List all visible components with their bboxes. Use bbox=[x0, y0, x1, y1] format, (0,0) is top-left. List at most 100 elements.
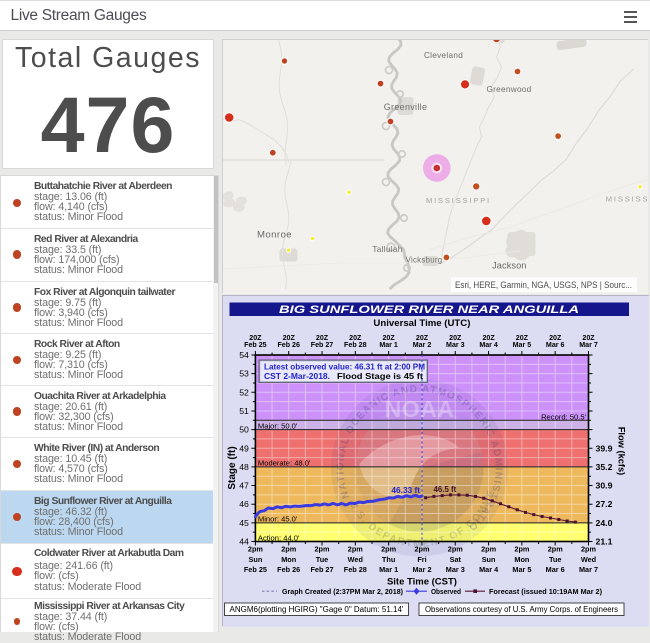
svg-text:Mar 4: Mar 4 bbox=[479, 565, 499, 574]
svg-text:27.2: 27.2 bbox=[595, 499, 612, 509]
svg-text:20Z: 20Z bbox=[315, 334, 328, 342]
svg-text:Mar 7: Mar 7 bbox=[578, 565, 597, 574]
svg-text:Mar 1: Mar 1 bbox=[379, 565, 398, 574]
svg-text:20Z: 20Z bbox=[415, 334, 428, 342]
svg-text:MISSISS: MISSISS bbox=[606, 194, 648, 203]
svg-text:39.9: 39.9 bbox=[595, 443, 612, 453]
svg-text:Mar 3: Mar 3 bbox=[445, 565, 464, 574]
svg-text:54: 54 bbox=[239, 350, 249, 360]
svg-text:CST 2-Mar-2018.: CST 2-Mar-2018. bbox=[264, 371, 330, 381]
svg-text:50: 50 bbox=[239, 425, 249, 435]
svg-text:Mar 6: Mar 6 bbox=[545, 565, 564, 574]
svg-text:Mar 2: Mar 2 bbox=[412, 341, 431, 349]
svg-text:51: 51 bbox=[239, 406, 249, 416]
svg-text:2pm: 2pm bbox=[514, 545, 530, 554]
svg-text:Major: 50.0': Major: 50.0' bbox=[257, 421, 297, 430]
svg-text:2pm: 2pm bbox=[547, 545, 563, 554]
svg-text:Feb 27: Feb 27 bbox=[310, 565, 333, 574]
svg-text:Observations courtesy of U.S.: Observations courtesy of U.S. Army Corps… bbox=[425, 605, 618, 614]
svg-text:24.0: 24.0 bbox=[595, 518, 612, 528]
svg-text:Tallulah: Tallulah bbox=[372, 245, 402, 254]
svg-text:Minor: 45.0': Minor: 45.0' bbox=[257, 515, 297, 524]
svg-text:44: 44 bbox=[239, 537, 249, 547]
svg-text:Mar 5: Mar 5 bbox=[512, 341, 531, 349]
svg-text:Tue: Tue bbox=[315, 555, 327, 564]
svg-text:2pm: 2pm bbox=[481, 545, 497, 554]
svg-text:Sun: Sun bbox=[481, 555, 495, 564]
svg-text:20Z: 20Z bbox=[382, 334, 395, 342]
svg-text:Monroe: Monroe bbox=[257, 229, 292, 240]
svg-text:20Z: 20Z bbox=[282, 334, 295, 342]
svg-text:2pm: 2pm bbox=[281, 545, 297, 554]
svg-text:Feb 28: Feb 28 bbox=[344, 341, 367, 349]
svg-text:46.5 ft: 46.5 ft bbox=[433, 485, 456, 494]
svg-text:Stage (ft): Stage (ft) bbox=[227, 446, 238, 489]
svg-text:20Z: 20Z bbox=[515, 334, 528, 342]
svg-text:2pm: 2pm bbox=[447, 545, 463, 554]
svg-text:20Z: 20Z bbox=[249, 334, 262, 342]
svg-text:2pm: 2pm bbox=[381, 545, 397, 554]
svg-text:20Z: 20Z bbox=[449, 334, 462, 342]
svg-text:Cleveland: Cleveland bbox=[424, 51, 463, 60]
svg-text:Jackson: Jackson bbox=[492, 260, 526, 270]
svg-text:Sat: Sat bbox=[449, 555, 461, 564]
svg-text:Graph Created (2:37PM Mar 2, 2: Graph Created (2:37PM Mar 2, 2018) bbox=[282, 587, 403, 596]
svg-text:20Z: 20Z bbox=[482, 334, 495, 342]
svg-text:Universal Time (UTC): Universal Time (UTC) bbox=[373, 318, 470, 329]
svg-text:Feb 25: Feb 25 bbox=[243, 565, 266, 574]
svg-text:Mar 3: Mar 3 bbox=[446, 341, 465, 349]
svg-text:Forecast (issued 10:19AM Mar 2: Forecast (issued 10:19AM Mar 2) bbox=[489, 587, 602, 596]
svg-text:49: 49 bbox=[239, 443, 249, 453]
svg-text:Mar 2: Mar 2 bbox=[412, 565, 431, 574]
svg-text:Mon: Mon bbox=[514, 555, 529, 564]
svg-text:Latest observed value: 46.31: Latest observed value: 46.31 ft at 2:00 … bbox=[264, 362, 425, 372]
svg-text:Flood Stage is 45 ft: Flood Stage is 45 ft bbox=[337, 371, 423, 381]
svg-text:Mar 4: Mar 4 bbox=[479, 341, 498, 349]
svg-text:Greenville: Greenville bbox=[384, 102, 428, 112]
svg-text:Site Time (CST): Site Time (CST) bbox=[386, 577, 456, 588]
svg-text:Mar 5: Mar 5 bbox=[512, 565, 531, 574]
svg-text:ANGM6(plotting HGIRG) "Gage 0": ANGM6(plotting HGIRG) "Gage 0" Datum: 51… bbox=[229, 605, 403, 614]
svg-text:Mar 1: Mar 1 bbox=[379, 341, 398, 349]
svg-text:2pm: 2pm bbox=[580, 545, 596, 554]
svg-text:35.2: 35.2 bbox=[595, 462, 612, 472]
svg-text:20Z: 20Z bbox=[582, 334, 595, 342]
svg-text:Feb 28: Feb 28 bbox=[343, 565, 366, 574]
svg-text:45: 45 bbox=[239, 518, 249, 528]
svg-text:2pm: 2pm bbox=[414, 545, 430, 554]
svg-text:46: 46 bbox=[239, 499, 249, 509]
svg-text:47: 47 bbox=[239, 481, 249, 491]
svg-text:Feb 26: Feb 26 bbox=[277, 565, 300, 574]
svg-text:Mar 6: Mar 6 bbox=[545, 341, 564, 349]
svg-text:30.9: 30.9 bbox=[595, 481, 612, 491]
svg-text:Feb 26: Feb 26 bbox=[277, 341, 300, 349]
svg-text:Vicksburg: Vicksburg bbox=[406, 255, 443, 264]
svg-text:Observed: Observed bbox=[431, 587, 461, 596]
svg-text:NOAA: NOAA bbox=[384, 396, 454, 422]
svg-text:BIG SUNFLOWER RIVER NEAR ANGUI: BIG SUNFLOWER RIVER NEAR ANGUILLA bbox=[279, 304, 579, 316]
svg-text:Feb 27: Feb 27 bbox=[310, 341, 333, 349]
svg-text:20Z: 20Z bbox=[549, 334, 562, 342]
svg-text:2pm: 2pm bbox=[247, 545, 263, 554]
svg-text:Sun: Sun bbox=[248, 555, 262, 564]
svg-text:Esri, HERE, Garmin, NGA, USGS,: Esri, HERE, Garmin, NGA, USGS, NPS | Sou… bbox=[455, 280, 632, 290]
svg-text:Feb 25: Feb 25 bbox=[244, 341, 267, 349]
svg-text:Wed: Wed bbox=[580, 555, 595, 564]
svg-text:2pm: 2pm bbox=[347, 545, 363, 554]
svg-text:Record: 50.5': Record: 50.5' bbox=[541, 412, 586, 421]
svg-text:53: 53 bbox=[239, 369, 249, 379]
svg-text:46.33 ft: 46.33 ft bbox=[391, 485, 420, 495]
svg-text:Greenwood: Greenwood bbox=[486, 85, 531, 94]
svg-text:Wed: Wed bbox=[347, 555, 362, 564]
svg-text:Mar 7: Mar 7 bbox=[579, 341, 598, 349]
svg-text:52: 52 bbox=[239, 387, 249, 397]
svg-text:Action: 44.0': Action: 44.0' bbox=[257, 533, 299, 542]
svg-text:21.1: 21.1 bbox=[595, 537, 612, 547]
svg-text:MISSISSIPPI: MISSISSIPPI bbox=[426, 196, 491, 205]
svg-text:48: 48 bbox=[239, 462, 249, 472]
svg-text:Flow (kcfs): Flow (kcfs) bbox=[616, 427, 626, 476]
svg-text:Mon: Mon bbox=[281, 555, 296, 564]
svg-text:2pm: 2pm bbox=[314, 545, 330, 554]
svg-text:Moderate: 48.0': Moderate: 48.0' bbox=[257, 459, 310, 468]
svg-text:Fri: Fri bbox=[417, 555, 426, 564]
